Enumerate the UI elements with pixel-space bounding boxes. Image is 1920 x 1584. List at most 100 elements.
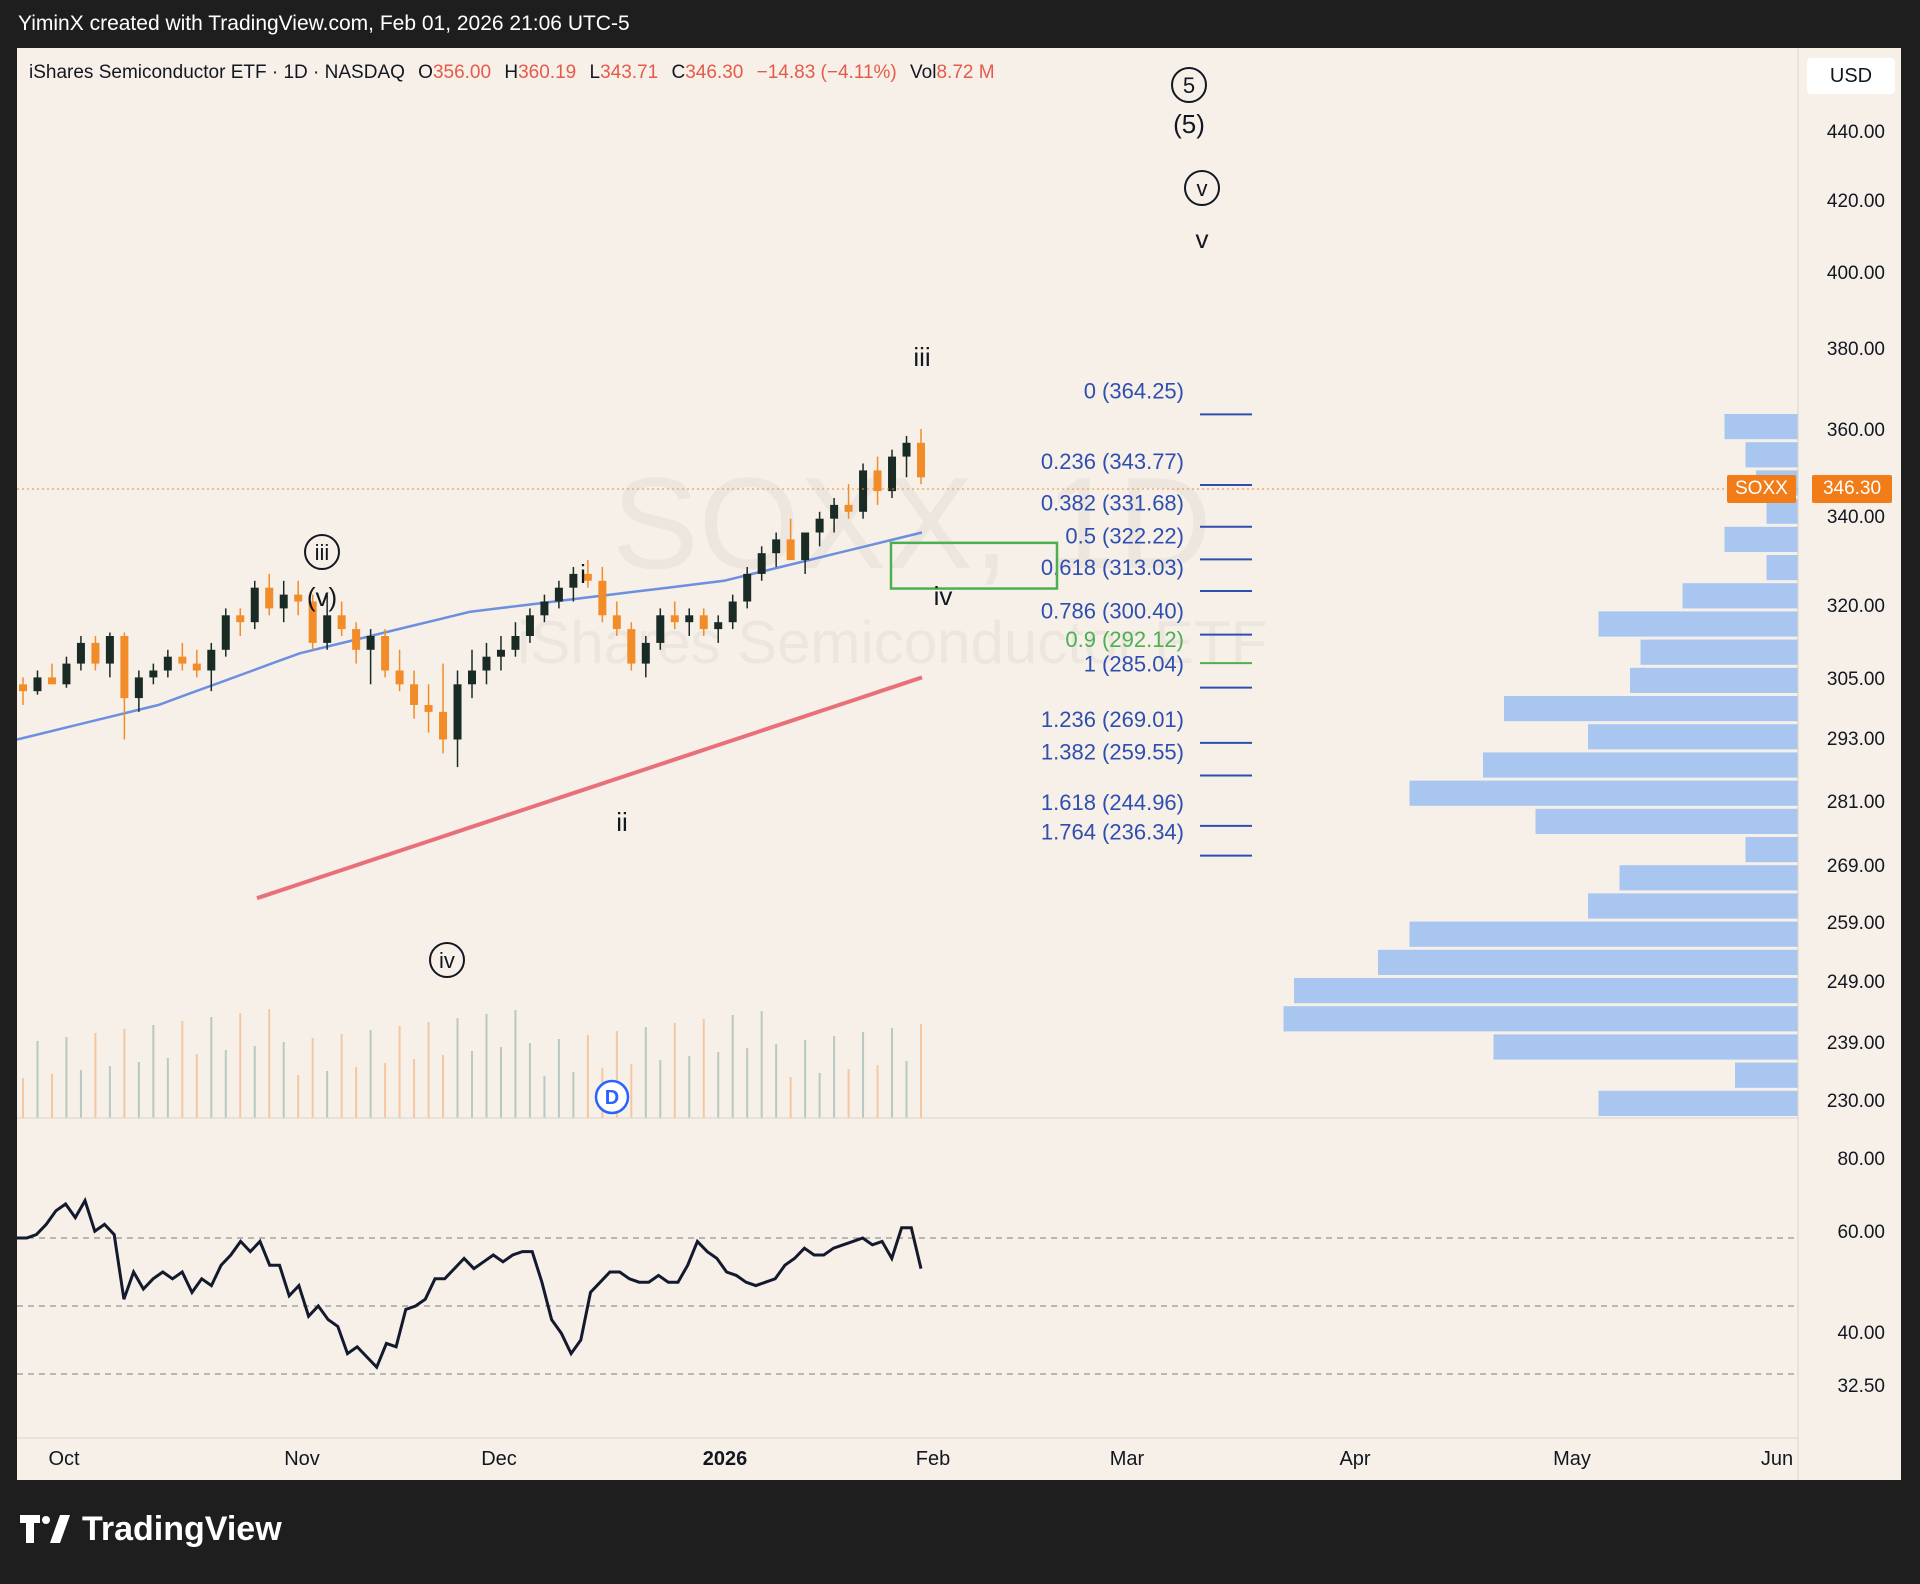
volume-profile-bar <box>1378 949 1798 975</box>
volume-bar <box>659 1060 662 1118</box>
candle-body <box>91 642 100 664</box>
time-tick-label: Dec <box>481 1448 517 1470</box>
volume-bar <box>775 1044 778 1118</box>
fib-level-label: 0 (364.25) <box>1084 378 1184 403</box>
candle-body <box>902 442 911 457</box>
volume-profile-bar <box>1766 555 1798 581</box>
candle-body <box>583 573 592 581</box>
volume-profile-bar <box>1535 808 1798 834</box>
wave-label-circle <box>1184 170 1220 206</box>
change-value: −14.83 (−4.11%) <box>756 62 897 83</box>
fib-level-label: 1.236 (269.01) <box>1041 707 1184 732</box>
volume-bar <box>456 1018 459 1118</box>
candle-body <box>279 594 288 609</box>
candle-body <box>670 615 679 623</box>
wave-label-circle <box>429 942 465 978</box>
candle-body <box>598 580 607 616</box>
time-tick-label: Oct <box>48 1448 80 1470</box>
volume-profile-bar <box>1483 752 1798 778</box>
low-label: L <box>589 62 601 83</box>
candle-body <box>728 601 737 623</box>
chart-svg[interactable]: SOXX, 1D iShares Semiconductor ETF 0 (364… <box>17 48 1901 1480</box>
candle-body <box>149 670 158 678</box>
volume-bar <box>499 1047 502 1118</box>
volume-bar <box>253 1046 256 1118</box>
high-label: H <box>504 62 519 83</box>
candle-body <box>772 539 781 554</box>
volume-bar <box>673 1023 676 1118</box>
volume-profile-bar <box>1619 865 1798 891</box>
volume-bar <box>152 1025 155 1118</box>
fib-level-label: 1.764 (236.34) <box>1041 820 1184 845</box>
candle-body <box>308 601 317 643</box>
open-label: O <box>418 62 433 83</box>
candle-body <box>410 684 419 705</box>
ma200-line <box>256 675 923 901</box>
candle-body <box>888 456 897 492</box>
volume-bar <box>630 1064 633 1118</box>
price-tick-label: 269.00 <box>1827 856 1885 877</box>
wave-label-text: iv <box>934 581 953 611</box>
volume-bar <box>557 1039 560 1118</box>
volume-profile-bar <box>1735 1062 1798 1088</box>
volume-bar <box>688 1056 691 1118</box>
time-tick-label: Feb <box>916 1448 950 1470</box>
close-label: C <box>671 62 686 83</box>
volume-profile-bar <box>1745 442 1798 468</box>
volume-profile-bar <box>1724 526 1798 552</box>
price-tag-value: 346.30 <box>1812 475 1892 503</box>
candle-body <box>685 615 694 623</box>
volume-profile-bar <box>1409 780 1798 806</box>
price-tick-label: 305.00 <box>1827 669 1885 690</box>
volume-bar <box>282 1042 285 1118</box>
dividend-marker-label: D <box>605 1087 619 1109</box>
volume-profile-bar <box>1294 978 1798 1004</box>
volume-profile-bar <box>1409 921 1798 947</box>
tradingview-logo-icon <box>20 1514 70 1543</box>
fib-level-label: 0.5 (322.22) <box>1065 523 1184 548</box>
fib-level-label: 1.382 (259.55) <box>1041 740 1184 765</box>
volume-bar <box>572 1072 575 1118</box>
candle-body <box>33 677 42 692</box>
candle-body <box>917 442 925 478</box>
volume-bar <box>239 1013 242 1118</box>
volume-bar <box>789 1077 792 1118</box>
volume-profile-bar <box>1588 893 1798 919</box>
candle-body <box>381 636 390 671</box>
rsi-tick-label: 80.00 <box>1837 1149 1885 1170</box>
volume-value: 8.72 M <box>936 62 995 83</box>
fib-level-label: 0.786 (300.40) <box>1041 599 1184 624</box>
wave-label-text: i <box>580 559 586 589</box>
candle-body <box>453 684 462 740</box>
candle-body <box>236 615 245 623</box>
candle-body <box>366 636 375 650</box>
wave-label-text: iii <box>913 342 930 372</box>
fib-level-label: 0.618 (313.03) <box>1041 555 1184 580</box>
volume-bar <box>369 1030 372 1118</box>
candle-body <box>47 677 56 685</box>
price-tick-label: 293.00 <box>1827 729 1885 750</box>
volume-bar <box>79 1070 82 1118</box>
candle-body <box>265 587 274 609</box>
currency-button[interactable]: USD <box>1807 58 1895 94</box>
time-tick-label: May <box>1553 1448 1591 1470</box>
chart-frame: SOXX, 1D iShares Semiconductor ETF 0 (364… <box>17 48 1901 1480</box>
candle-body <box>439 711 448 740</box>
candle-body <box>830 504 839 519</box>
volume-bar <box>731 1015 734 1118</box>
dividend-marker-icon[interactable] <box>594 1079 630 1115</box>
volume-bar <box>65 1037 68 1118</box>
volume-bar <box>485 1014 488 1118</box>
close-value: 346.30 <box>685 62 744 83</box>
volume-bar <box>297 1075 300 1118</box>
open-value: 356.00 <box>432 62 492 83</box>
volume-bar <box>471 1051 473 1118</box>
price-tick-label: 281.00 <box>1827 792 1885 813</box>
candle-body <box>641 642 650 664</box>
candle-body <box>511 636 520 650</box>
tradingview-brand[interactable]: TradingView <box>20 1510 282 1549</box>
rsi-tick-label: 32.50 <box>1837 1376 1885 1397</box>
fib-target-box[interactable] <box>889 541 1059 590</box>
candle-body <box>337 615 346 630</box>
volume-bar <box>876 1065 879 1118</box>
